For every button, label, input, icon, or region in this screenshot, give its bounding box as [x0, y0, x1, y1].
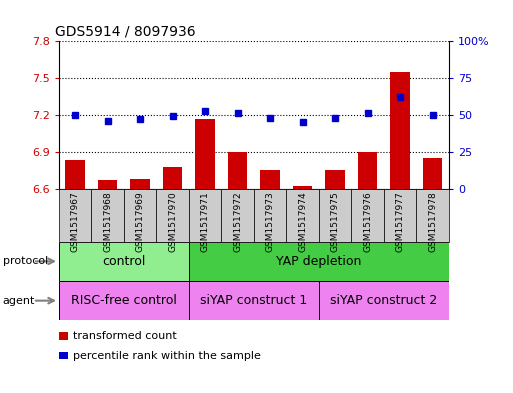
- Bar: [163, 167, 183, 189]
- Text: siYAP construct 2: siYAP construct 2: [330, 294, 438, 307]
- Text: GSM1517967: GSM1517967: [71, 191, 80, 252]
- Text: GSM1517971: GSM1517971: [201, 191, 210, 252]
- Text: GSM1517968: GSM1517968: [103, 191, 112, 252]
- Text: control: control: [102, 255, 146, 268]
- Bar: [66, 160, 85, 189]
- Bar: [261, 170, 280, 189]
- Text: protocol: protocol: [3, 256, 48, 266]
- Text: agent: agent: [3, 296, 35, 306]
- Bar: [325, 170, 345, 189]
- Bar: [293, 186, 312, 189]
- Bar: [390, 72, 410, 189]
- Text: GSM1517974: GSM1517974: [298, 191, 307, 252]
- Bar: [189, 281, 319, 320]
- Text: GSM1517976: GSM1517976: [363, 191, 372, 252]
- Text: GSM1517972: GSM1517972: [233, 191, 242, 252]
- Bar: [189, 242, 449, 281]
- Text: percentile rank within the sample: percentile rank within the sample: [73, 351, 261, 361]
- Bar: [228, 152, 247, 189]
- Text: GSM1517975: GSM1517975: [331, 191, 340, 252]
- Bar: [98, 180, 117, 189]
- Text: siYAP construct 1: siYAP construct 1: [200, 294, 308, 307]
- Text: RISC-free control: RISC-free control: [71, 294, 177, 307]
- Text: GSM1517970: GSM1517970: [168, 191, 177, 252]
- Text: GSM1517969: GSM1517969: [136, 191, 145, 252]
- Text: YAP depletion: YAP depletion: [276, 255, 362, 268]
- Text: GSM1517977: GSM1517977: [396, 191, 405, 252]
- Text: GSM1517978: GSM1517978: [428, 191, 437, 252]
- Bar: [319, 281, 449, 320]
- Bar: [59, 281, 189, 320]
- Bar: [59, 242, 189, 281]
- Bar: [195, 119, 215, 189]
- Bar: [358, 152, 378, 189]
- Bar: [423, 158, 442, 189]
- Text: transformed count: transformed count: [73, 331, 177, 341]
- Bar: [130, 179, 150, 189]
- Text: GSM1517973: GSM1517973: [266, 191, 274, 252]
- Text: GDS5914 / 8097936: GDS5914 / 8097936: [55, 25, 196, 39]
